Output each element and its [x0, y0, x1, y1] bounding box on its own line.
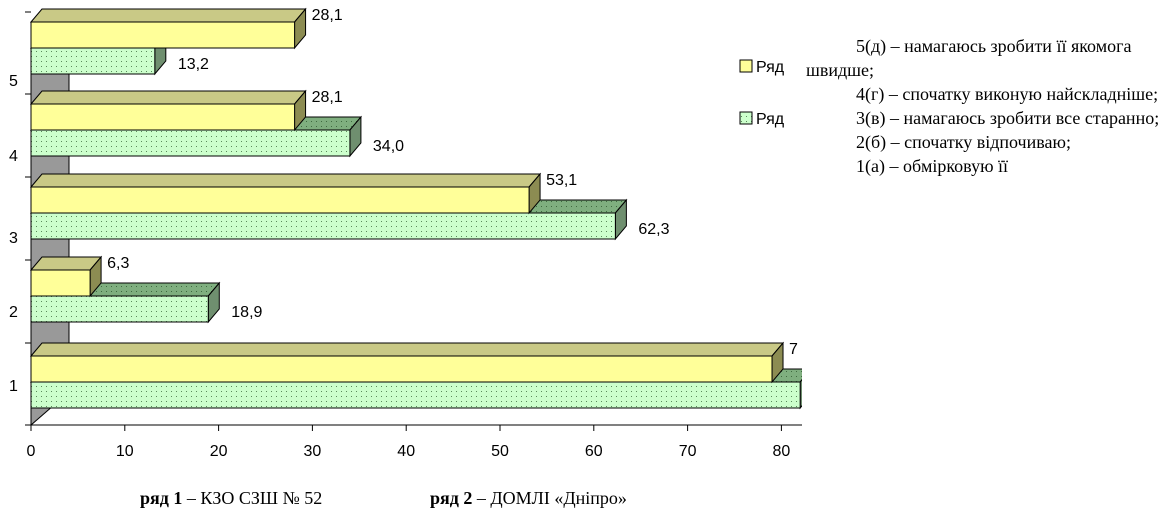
bar-series1-cat5 [29, 7, 307, 50]
bar-series1-cat5-top [29, 8, 307, 23]
bar-series2-cat5-front [30, 47, 156, 75]
legend-label-2: Ряд [756, 111, 785, 128]
caption-series1: ряд 1 – КЗО СЗШ № 52 [140, 488, 322, 509]
data-label-series1-cat3: 53,1 [546, 172, 577, 189]
bar-series2-cat1-front [30, 381, 801, 409]
value-tick-label-30: 30 [304, 443, 322, 460]
value-tick-label-80: 80 [773, 443, 791, 460]
category-label-3: 3 [9, 230, 18, 247]
bar-series1-cat3 [29, 172, 542, 215]
bar-series1-cat1-top [29, 342, 785, 357]
category-label-1: 1 [9, 378, 18, 395]
bar-series1-cat1 [29, 341, 785, 384]
data-label-series2-cat2: 18,9 [231, 304, 262, 321]
value-tick-label-50: 50 [491, 443, 509, 460]
bar-series2-cat3 [29, 198, 628, 241]
caption-series2-label: ряд 2 [430, 488, 473, 508]
bar-series1-cat1-front [30, 355, 773, 383]
note-5: 5(д) – намагаюсь зробити її якомога швид… [806, 36, 1132, 80]
bar-series1-cat4-front [30, 103, 296, 131]
data-label-series1-cat1: 7 [789, 341, 798, 358]
note-4: 4(г) – спочатку виконую найскладніше; [856, 84, 1159, 104]
category-label-2: 2 [9, 304, 18, 321]
bar-series1-cat2-top [29, 256, 103, 271]
bar-series2-cat2-front [30, 295, 209, 323]
caption-series2: ряд 2 – ДОМЛІ «Дніпро» [430, 488, 627, 509]
data-label-series1-cat2: 6,3 [107, 255, 129, 272]
legend-swatch-1 [739, 59, 753, 73]
caption-series1-label: ряд 1 [140, 488, 183, 508]
bar-series1-cat4 [29, 89, 307, 132]
bar-series1-cat3-front [30, 186, 530, 214]
legend-swatch-2 [739, 111, 753, 125]
bar-series1-cat3-top [29, 173, 542, 188]
bar-series1-cat4-top [29, 90, 307, 105]
caption-series1-text: – КЗО СЗШ № 52 [182, 488, 323, 508]
legend-label-1: Ряд [756, 59, 785, 76]
note-2: 2(б) – спочатку відпочиваю; [856, 132, 1071, 152]
data-label-series2-cat4: 34,0 [373, 138, 404, 155]
data-label-series1-cat4: 28,1 [312, 89, 343, 106]
caption-series2-text: – ДОМЛІ «Дніпро» [472, 488, 627, 508]
note-1: 1(а) – обмірковую її [856, 156, 1009, 176]
note-3: 3(в) – намагаюсь зробити все старанно; [856, 108, 1160, 128]
category-notes: 5(д) – намагаюсь зробити її якомога швид… [806, 34, 1160, 178]
data-label-series2-cat5: 13,2 [178, 56, 209, 73]
value-tick-label-70: 70 [679, 443, 697, 460]
bar-series2-cat4-front [30, 129, 351, 157]
value-tick-label-10: 10 [116, 443, 134, 460]
value-tick-label-40: 40 [397, 443, 415, 460]
value-tick-label-20: 20 [210, 443, 228, 460]
bar-series1-cat5-front [30, 21, 296, 49]
data-label-series1-cat5: 28,1 [312, 7, 343, 24]
bar-series1-cat2-front [30, 269, 91, 297]
bar-series2-cat3-front [30, 212, 616, 240]
value-tick-label-60: 60 [585, 443, 603, 460]
category-label-4: 4 [9, 148, 18, 165]
category-label-5: 5 [9, 73, 18, 90]
bar-series1-cat2 [29, 255, 103, 298]
data-label-series2-cat3: 62,3 [638, 221, 669, 238]
value-tick-label-0: 0 [27, 443, 36, 460]
